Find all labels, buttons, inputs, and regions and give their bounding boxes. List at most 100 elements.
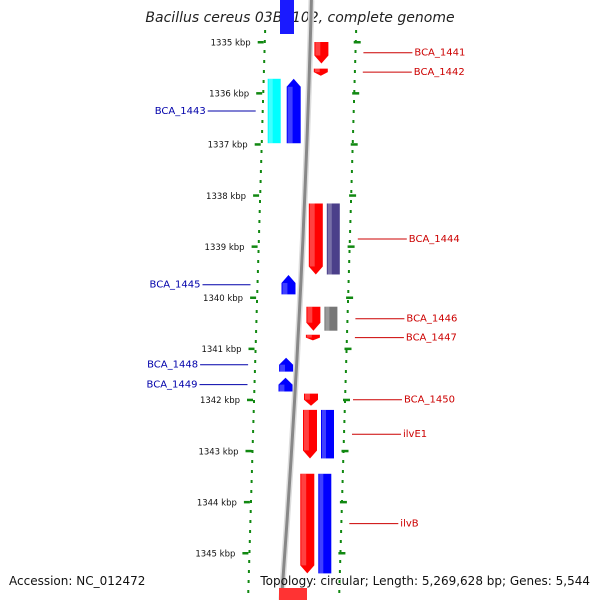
feature-bar-highlight xyxy=(319,473,324,574)
ruler-dot-left xyxy=(260,160,263,163)
ruler-dot-right xyxy=(343,430,346,433)
partial-gene-top xyxy=(280,0,294,34)
feature-bar-highlight xyxy=(327,203,332,275)
ruler-tick-left xyxy=(256,92,263,95)
ruler-tick-right xyxy=(341,449,349,453)
ruler-tick-right xyxy=(343,398,350,402)
ruler-dot-left xyxy=(247,570,250,573)
partial-gene-bottom xyxy=(279,588,307,600)
gene-arrow xyxy=(306,306,321,331)
ruler-dot-right xyxy=(346,310,349,313)
ruler-tick-right xyxy=(344,347,352,351)
ruler-tick-right xyxy=(346,296,354,299)
ruler-tick-label: 1343 kbp xyxy=(198,447,238,457)
ruler-tick-right xyxy=(350,143,358,146)
gene-arrow-highlight xyxy=(305,393,310,400)
ruler-dot-right xyxy=(351,150,354,153)
ruler-dot-left xyxy=(263,60,266,63)
gene-arrow xyxy=(305,334,320,341)
feature-bar-highlight xyxy=(322,409,326,459)
gene-arrow-highlight xyxy=(307,306,313,323)
ruler-dot-right xyxy=(344,380,347,383)
feature-bar-highlight xyxy=(268,78,273,144)
ruler-dot-left xyxy=(251,440,254,443)
gene-label: BCA_1443 xyxy=(155,106,206,117)
ruler-dot-left xyxy=(261,130,264,133)
ruler-dot-right xyxy=(353,80,356,83)
ruler-dot-right xyxy=(338,590,341,593)
ruler-dot-left xyxy=(252,410,255,413)
ruler-tick-label: 1337 kbp xyxy=(208,141,248,151)
ruler-dot-right xyxy=(342,460,345,463)
ruler-tick-left xyxy=(242,552,249,555)
ruler-dot-left xyxy=(256,280,259,283)
gene-arrow-highlight xyxy=(287,86,293,144)
ruler-dot-left xyxy=(259,200,261,203)
ruler-dot-left xyxy=(257,260,260,263)
ruler-dot-left xyxy=(257,240,260,243)
ruler-tick-left xyxy=(250,296,257,299)
ruler-dot-left xyxy=(248,540,251,543)
ruler-dot-left xyxy=(247,580,250,583)
ruler-dot-right xyxy=(341,470,344,473)
ruler-dot-left xyxy=(259,180,262,183)
ruler-dot-right xyxy=(345,340,348,343)
ruler-tick-left xyxy=(251,245,258,248)
ruler-dot-left xyxy=(254,360,257,363)
accession-text: Accession: NC_012472 xyxy=(9,574,146,588)
ruler-tick-label: 1335 kbp xyxy=(211,39,251,49)
ruler-dot-left xyxy=(264,30,267,33)
ruler-dot-right xyxy=(352,130,355,133)
ruler-dot-left xyxy=(259,170,262,173)
ruler-dot-left xyxy=(258,210,261,213)
gene-arrow-highlight xyxy=(282,283,288,295)
gene-arrow xyxy=(304,393,318,406)
gene-label: BCA_1447 xyxy=(406,333,457,344)
ruler-dot-right xyxy=(343,420,346,423)
ruler-tick-left xyxy=(253,194,260,197)
ruler-dot-left xyxy=(263,50,266,53)
ruler-dot-left xyxy=(251,450,254,453)
ruler-dot-left xyxy=(258,220,261,223)
ruler-tick-left xyxy=(257,41,264,44)
map-title: Bacillus cereus 03BB102, complete genome xyxy=(145,10,455,26)
gene-arrow xyxy=(278,377,293,392)
ruler-dot-right xyxy=(353,70,356,73)
feature-bar-highlight xyxy=(325,306,330,331)
ruler-dot-right xyxy=(344,400,346,403)
ruler-dot-right xyxy=(345,350,348,353)
gene-arrow-highlight xyxy=(306,334,312,338)
ruler-dot-right xyxy=(351,160,354,163)
ruler-dot-left xyxy=(260,140,263,143)
genome-summary-text: Topology: circular; Length: 5,269,628 bp… xyxy=(260,574,590,588)
gene-arrow-highlight xyxy=(301,473,307,566)
ruler-dot-left xyxy=(261,120,264,123)
ruler-dot-left xyxy=(249,510,252,513)
ruler-tick-label: 1340 kbp xyxy=(203,294,243,304)
ruler-dot-left xyxy=(253,380,256,383)
ruler-dot-right xyxy=(346,330,349,333)
gene-track xyxy=(267,0,340,600)
ruler-tick-left xyxy=(248,347,255,351)
ruler-dot-left xyxy=(250,500,252,503)
feature-bar xyxy=(318,473,332,574)
ruler-tick-right xyxy=(349,194,357,197)
ruler-dot-right xyxy=(340,530,343,533)
ruler-dot-left xyxy=(262,90,265,93)
ruler-dot-left xyxy=(256,290,259,293)
gene-label: BCA_1441 xyxy=(414,48,465,59)
ruler-dot-right xyxy=(340,520,343,523)
ruler-dot-right xyxy=(352,110,355,113)
ruler-dot-right xyxy=(352,120,355,123)
ruler-dot-left xyxy=(255,310,258,313)
ruler-dot-left xyxy=(253,390,256,393)
ruler-dot-left xyxy=(255,320,258,323)
gene-label: BCA_1446 xyxy=(406,314,457,325)
ruler-dot-left xyxy=(263,40,266,43)
backbone xyxy=(278,0,315,600)
ruler-dot-right xyxy=(350,170,353,173)
ruler-dot-left xyxy=(257,250,260,253)
gene-arrow xyxy=(281,275,296,295)
ruler-dot-right xyxy=(338,580,341,583)
